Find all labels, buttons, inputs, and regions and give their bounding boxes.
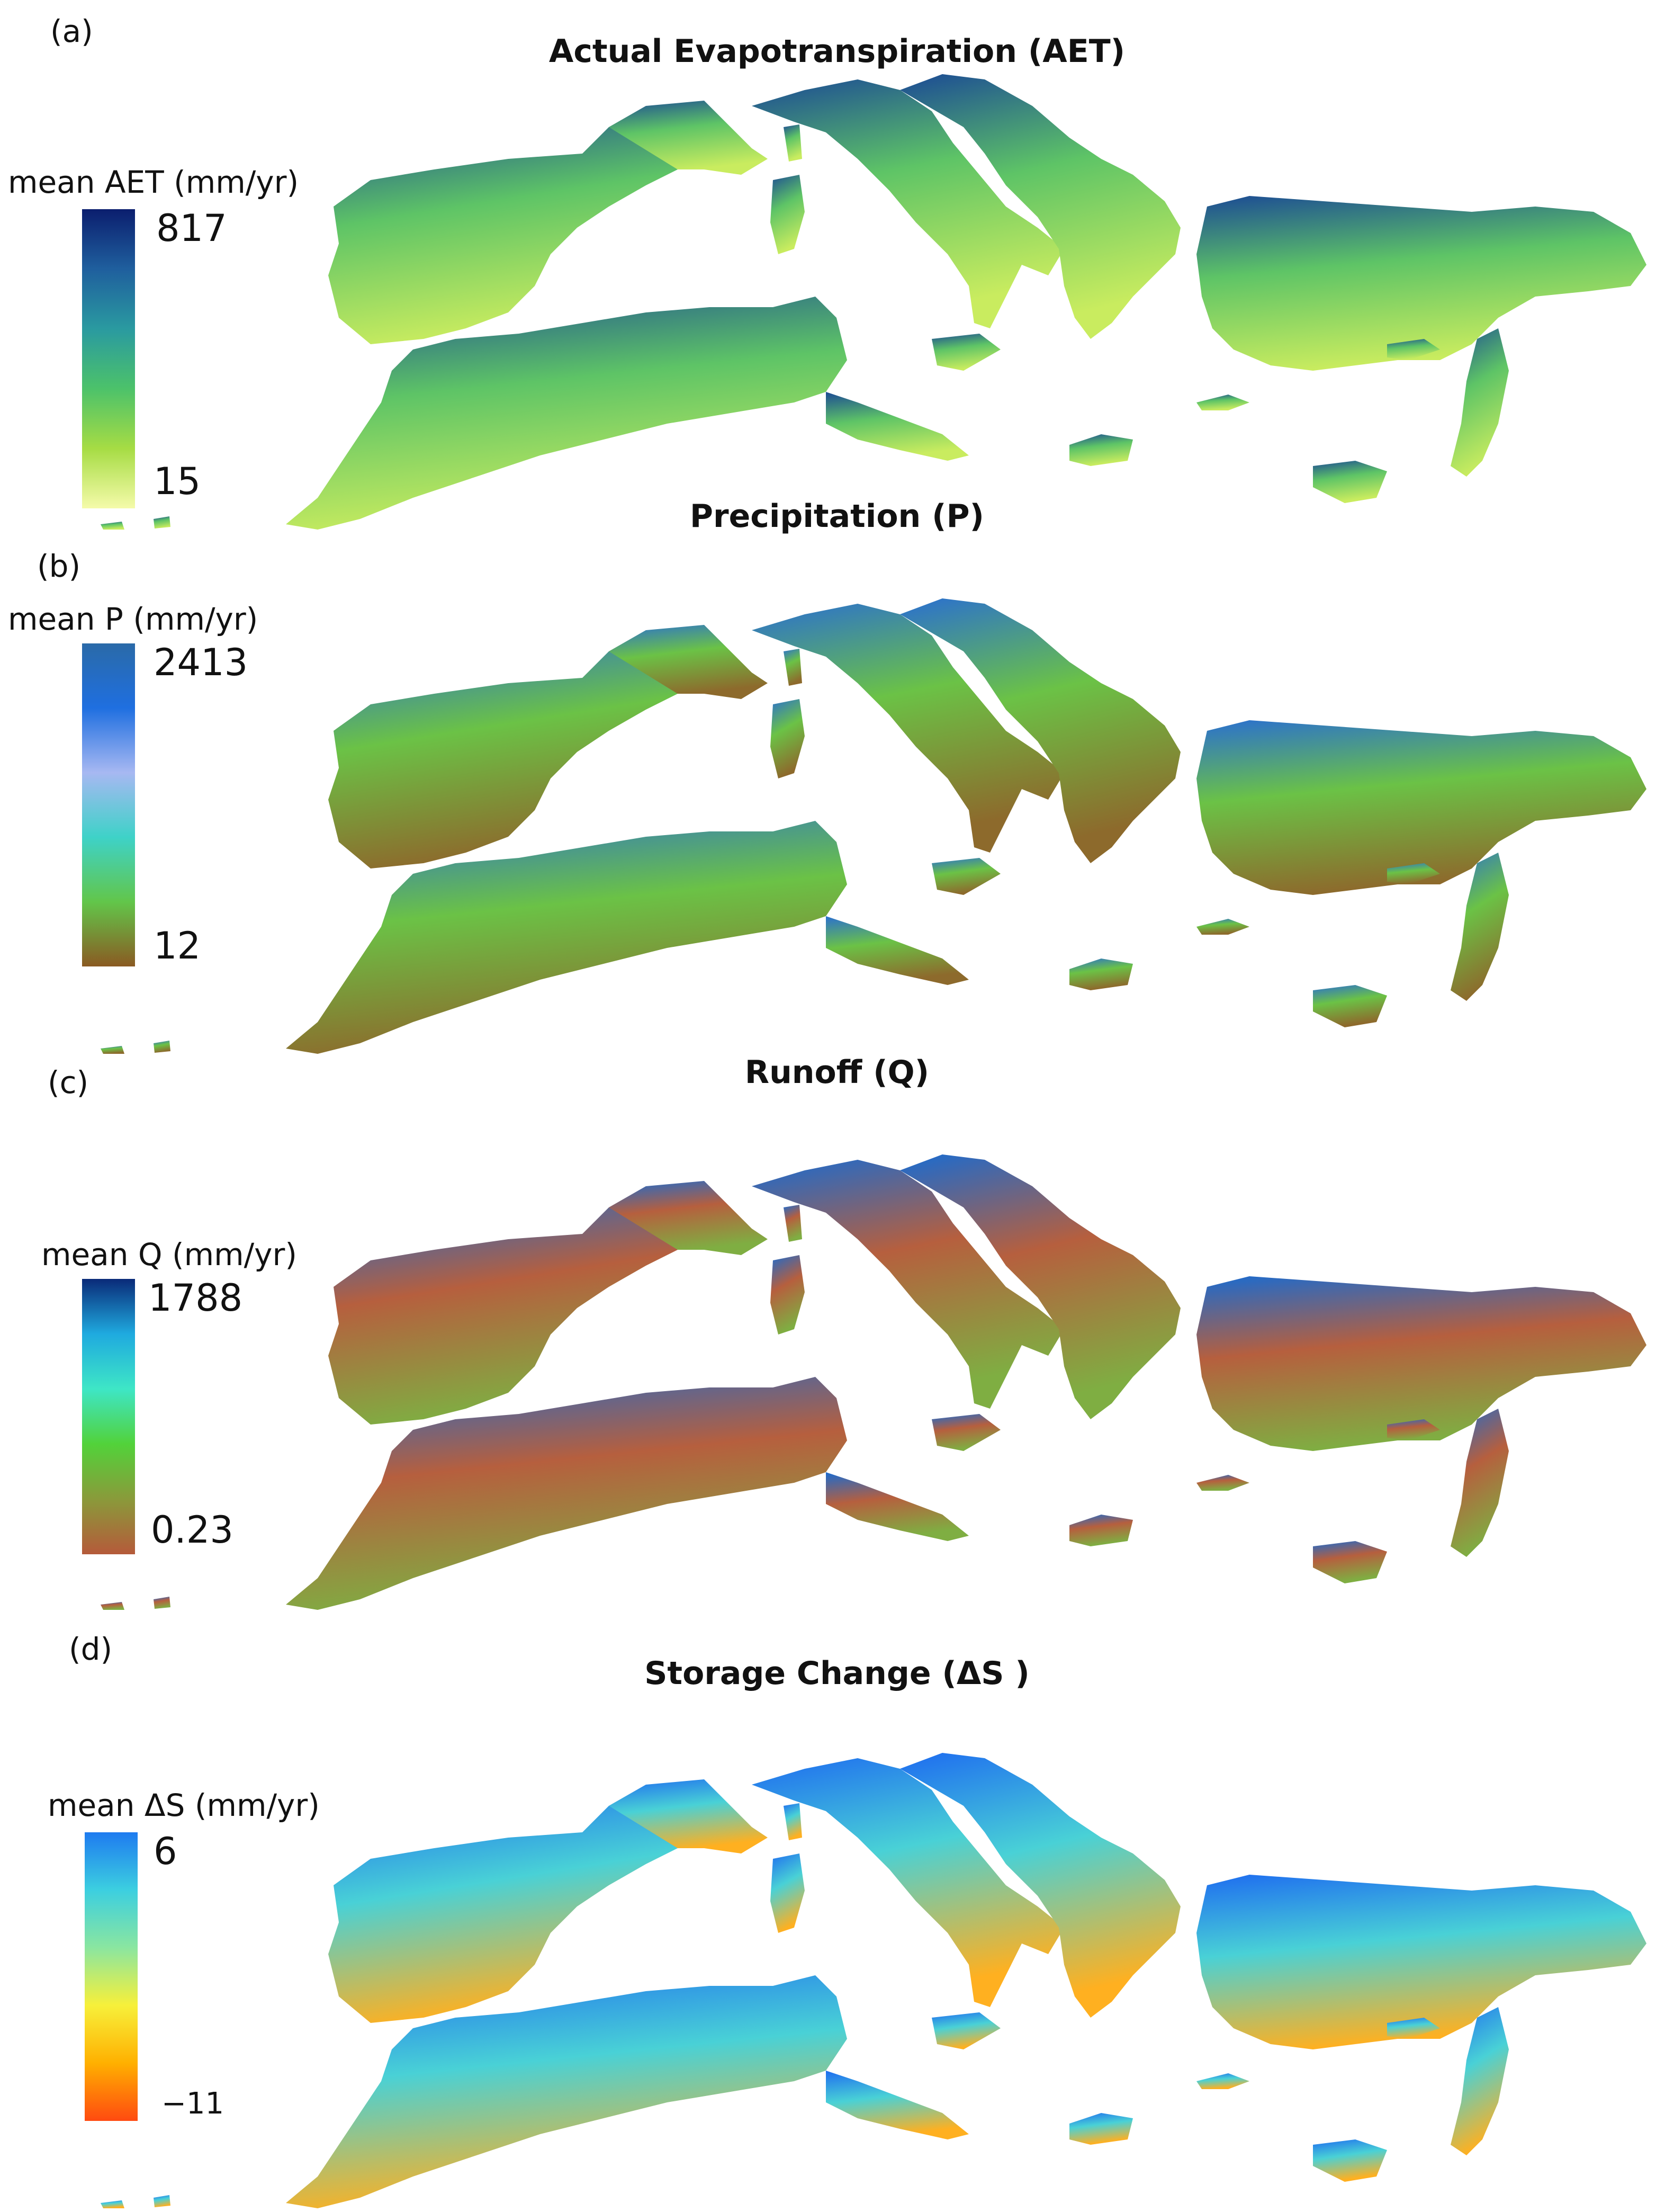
colorbar-label-a: mean AET (mm/yr) — [8, 164, 299, 200]
panel-a: (a) Actual Evapotranspiration (AET) mean… — [0, 0, 1674, 530]
colorbar-min-d: −11 — [161, 2086, 224, 2121]
colorbar-b — [82, 643, 135, 966]
panel-title-b: Precipitation (P) — [690, 498, 984, 535]
colorbar-max-c: 1788 — [148, 1276, 243, 1320]
panel-letter-c: (c) — [48, 1064, 89, 1100]
panel-c: (c) Runoff (Q) mean Q (mm/yr) 1788 0.23 — [0, 1049, 1674, 1631]
colorbar-a — [82, 209, 135, 508]
land-area — [101, 74, 1646, 530]
colorbar-d — [85, 1832, 138, 2121]
colorbar-min-b: 12 — [154, 924, 201, 968]
panel-b: Precipitation (P) (b) mean P (mm/yr) 241… — [0, 498, 1674, 1059]
colorbar-max-b: 2413 — [154, 641, 248, 684]
colorbar-label-d: mean ΔS (mm/yr) — [48, 1787, 320, 1823]
panel-title-d: Storage Change (ΔS ) — [644, 1655, 1030, 1692]
colorbar-max-d: 6 — [154, 1830, 177, 1873]
colorbar-max-a: 817 — [156, 207, 227, 250]
panel-letter-a: (a) — [50, 13, 93, 49]
panel-title-c: Runoff (Q) — [744, 1054, 930, 1091]
panel-title-a: Actual Evapotranspiration (AET) — [548, 33, 1126, 70]
land-area — [101, 598, 1646, 1054]
map-d — [101, 1753, 1646, 2208]
panel-d: (d) Storage Change (ΔS ) mean ΔS (mm/yr)… — [0, 1620, 1674, 2212]
colorbar-label-c: mean Q (mm/yr) — [41, 1237, 297, 1273]
colorbar-c — [82, 1279, 135, 1554]
colorbar-min-c: 0.23 — [151, 1508, 233, 1552]
colorbar-min-a: 15 — [154, 460, 201, 503]
panel-letter-d: (d) — [69, 1631, 113, 1667]
land-area — [101, 1753, 1646, 2208]
land-area — [101, 1154, 1646, 1610]
map-c — [101, 1154, 1646, 1610]
panel-letter-b: (b) — [37, 548, 81, 584]
map-a — [101, 74, 1646, 530]
map-b — [101, 598, 1646, 1054]
colorbar-label-b: mean P (mm/yr) — [8, 601, 258, 637]
